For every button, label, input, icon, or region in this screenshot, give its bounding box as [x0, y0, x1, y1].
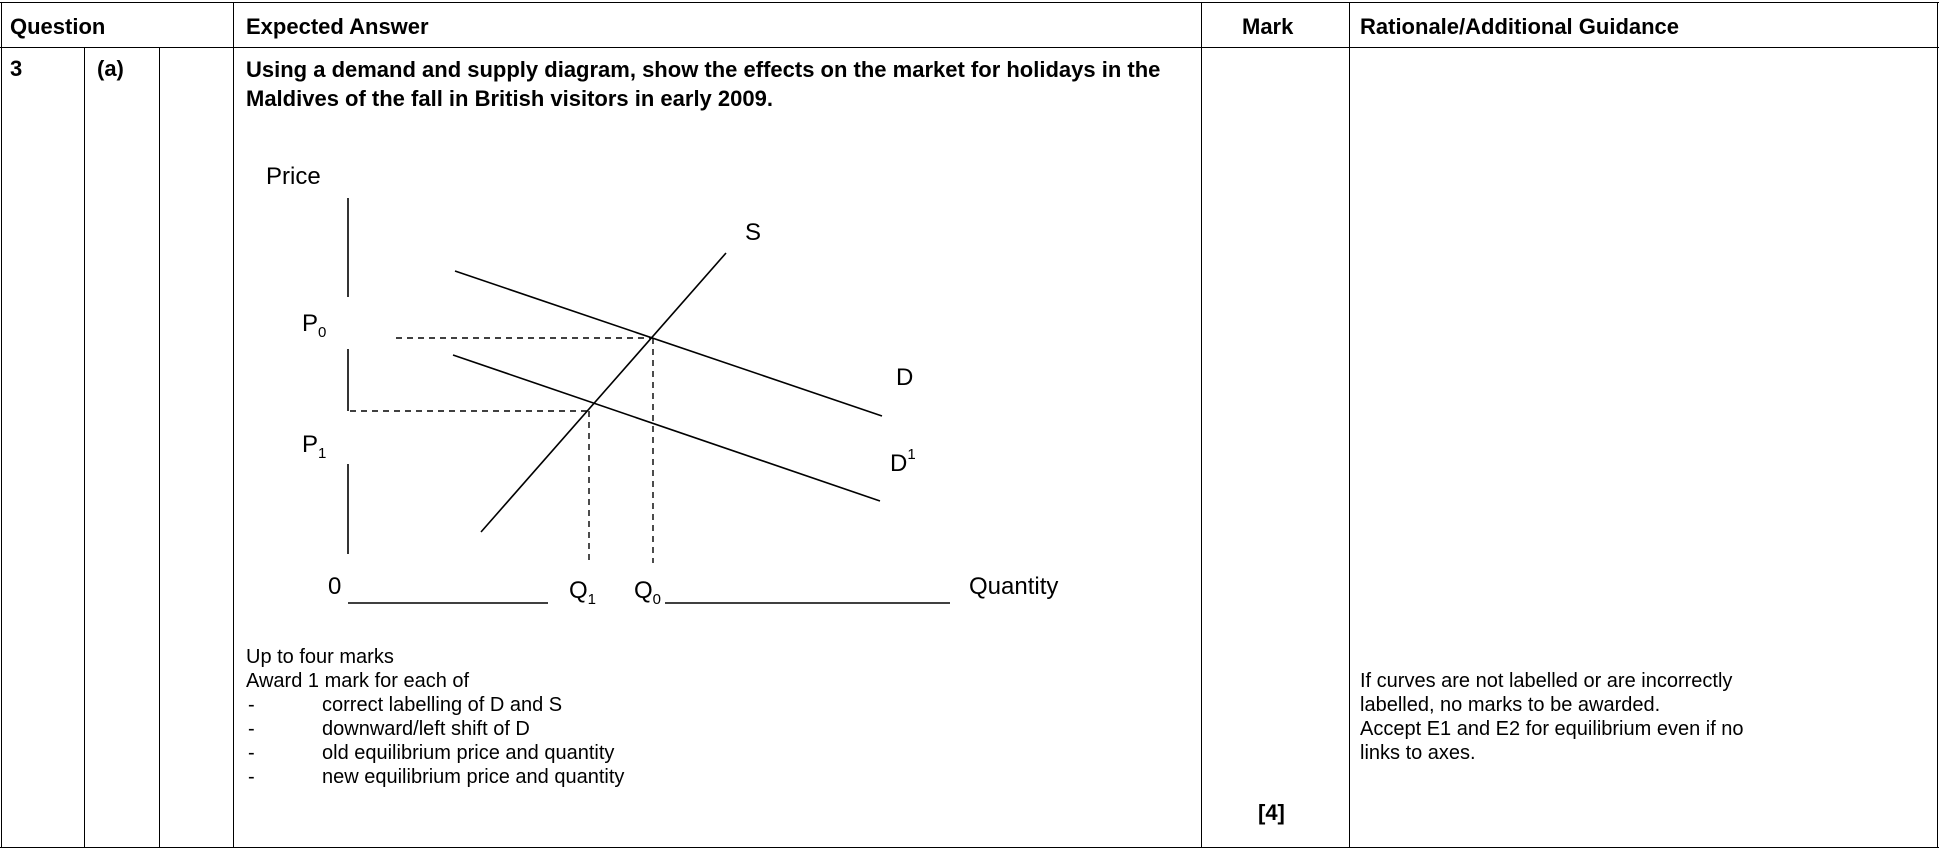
- table-bottom-border: [0, 847, 1939, 848]
- list-item: - old equilibrium price and quantity: [248, 742, 615, 764]
- new-demand-curve-label: D1: [890, 446, 916, 477]
- list-item: - correct labelling of D and S: [248, 694, 563, 716]
- marking-criteria-list: - correct labelling of D and S - downward/…: [248, 693, 1148, 789]
- demand-curve-label: D: [896, 364, 914, 391]
- guidance-line: Accept E1 and E2 for equilibrium even if…: [1360, 718, 1744, 740]
- header-question: Question: [10, 14, 106, 39]
- supply-curve: [480, 252, 727, 533]
- supply-curve-label: S: [745, 219, 762, 246]
- q0-label: Q0: [634, 577, 662, 608]
- table-right-border: [1937, 2, 1938, 848]
- price-axis-label: Price: [266, 163, 321, 190]
- guidance-line: If curves are not labelled or are incorr…: [1360, 670, 1733, 692]
- mark-value: [4]: [1258, 800, 1285, 825]
- p1-label: P1: [302, 431, 327, 462]
- question-part: (a): [97, 56, 124, 81]
- table-left-border: [1, 2, 2, 848]
- col-divider-subpart: [159, 47, 160, 848]
- col-divider-guidance: [1349, 2, 1350, 848]
- question-number: 3: [10, 56, 23, 81]
- demand-curve: [454, 270, 883, 417]
- new-demand-curve: [452, 354, 881, 502]
- col-divider-answer: [233, 2, 234, 848]
- header-bottom-border: [0, 47, 1939, 48]
- list-item: - downward/left shift of D: [248, 718, 530, 740]
- header-mark: Mark: [1242, 14, 1294, 39]
- marking-intro-award: Award 1 mark for each of: [246, 670, 470, 692]
- marking-intro: Up to four marks: [246, 646, 394, 668]
- col-divider-mark: [1201, 2, 1202, 848]
- origin-label: 0: [328, 573, 342, 600]
- header-rationale: Rationale/Additional Guidance: [1360, 14, 1680, 39]
- q1-label: Q1: [569, 577, 597, 608]
- col-divider-part: [84, 47, 85, 848]
- header-expected-answer: Expected Answer: [246, 14, 429, 39]
- quantity-axis-label: Quantity: [969, 573, 1059, 600]
- p0-label: P0: [302, 310, 327, 341]
- guidance-line: labelled, no marks to be awarded.: [1360, 694, 1661, 716]
- table-top-border: [0, 2, 1939, 3]
- list-item: - new equilibrium price and quantity: [248, 766, 625, 788]
- question-text: Using a demand and supply diagram, show …: [246, 57, 1161, 111]
- guidance-line: links to axes.: [1360, 742, 1476, 764]
